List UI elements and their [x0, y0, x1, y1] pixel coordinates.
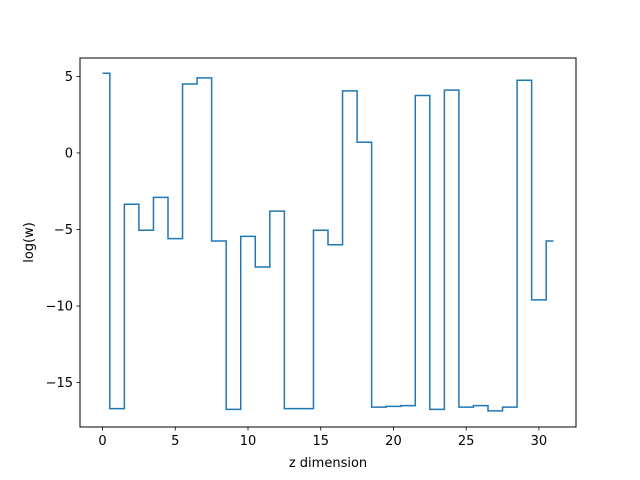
x-tick-label: 30 — [531, 434, 548, 449]
x-tick-label: 20 — [385, 434, 402, 449]
x-tick-label: 15 — [312, 434, 329, 449]
series-line-0 — [102, 72, 554, 412]
x-axis-label: z dimension — [289, 456, 367, 471]
x-tick-label: 0 — [98, 434, 106, 449]
x-tick-label: 5 — [171, 434, 179, 449]
y-tick-label: 5 — [65, 70, 73, 85]
ticks-layer: 0 5 10 15 20 25 30 5 0 −5 −10 −15 — [46, 70, 548, 449]
x-tick-label: 10 — [240, 434, 257, 449]
x-tick-label: 25 — [458, 434, 475, 449]
plot-frame — [79, 57, 577, 428]
y-tick-label: 0 — [65, 146, 73, 161]
plot-layer — [102, 72, 554, 412]
y-axis-label: log(w) — [22, 222, 37, 263]
y-tick-label: −5 — [54, 223, 73, 238]
y-tick-label: −10 — [46, 300, 73, 315]
y-tick-label: −15 — [46, 376, 73, 391]
